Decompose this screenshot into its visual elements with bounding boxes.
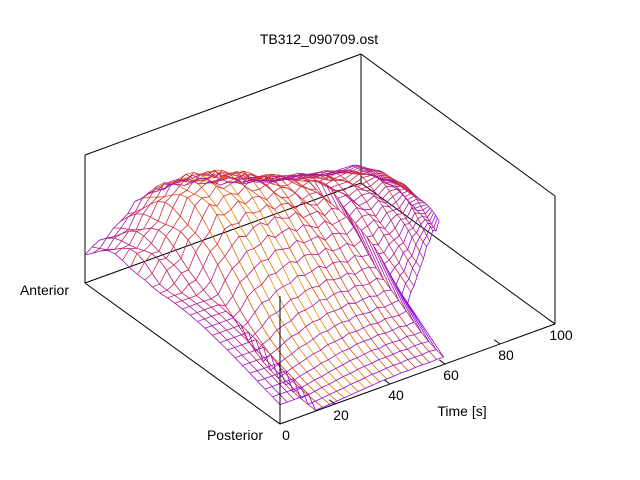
surface-mesh-line (159, 174, 412, 294)
surface-mesh-line (257, 212, 435, 393)
surface-mesh-line (234, 205, 429, 371)
surface-mesh-line (144, 171, 408, 281)
x-tick-label: 0 (282, 427, 290, 443)
surface-mesh-line (189, 185, 419, 316)
surface-mesh-line (184, 169, 380, 383)
surface-mesh-line (114, 167, 401, 255)
surface-mesh-line (99, 237, 295, 400)
y-axis-label-anterior: Anterior (20, 282, 69, 298)
surface-mesh-line (241, 173, 437, 360)
plot-box-front (84, 282, 556, 425)
x-tick-mark (438, 359, 446, 365)
time-axis-ticks: 0 20 40 60 80 100 (273, 319, 573, 443)
y-axis-label-posterior: Posterior (207, 427, 263, 443)
surface-mesh-line (248, 174, 444, 358)
x-axis-label: Time [s] (437, 403, 486, 419)
surface-mesh-line (148, 177, 345, 399)
surface-mesh-line (167, 176, 414, 299)
surface-mesh-line (107, 165, 400, 251)
surface-mesh-line (205, 170, 402, 374)
surface-mesh (84, 164, 445, 411)
surface-mesh-line (279, 220, 445, 411)
surface-mesh-line (191, 171, 388, 380)
surface-mesh-line (197, 188, 421, 322)
x-tick-label: 80 (498, 347, 514, 363)
surface-mesh-line (283, 173, 415, 287)
x-tick-mark (273, 419, 281, 425)
surface-mesh-line (255, 175, 409, 304)
surface-mesh-line (137, 169, 407, 275)
surface-mesh-line (249, 210, 433, 386)
surface-mesh-line (99, 165, 398, 252)
chart-title: TB312_090709.ost (260, 31, 378, 47)
x-tick-mark (548, 319, 556, 325)
surface-mesh-line (234, 176, 430, 363)
surface-mesh-line (92, 164, 396, 254)
x-tick-label: 100 (549, 327, 573, 343)
x-tick-label: 60 (443, 367, 459, 383)
surface-mesh-line (212, 193, 424, 342)
surface-mesh-line (204, 190, 422, 330)
x-tick-mark (383, 379, 391, 385)
surface-mesh-line (177, 173, 373, 386)
surface-mesh-line (227, 201, 428, 363)
surface-mesh-line (242, 207, 431, 379)
surface-mesh-line (219, 197, 426, 353)
surface-mesh-line (174, 178, 415, 304)
surface-mesh-line (182, 181, 417, 310)
x-tick-mark (493, 339, 501, 345)
surface-mesh-line (84, 164, 394, 256)
x-tick-mark (328, 399, 336, 405)
surface-mesh-line (272, 217, 438, 405)
surface-mesh-line (264, 215, 436, 399)
x-tick-label: 20 (333, 407, 349, 423)
x-tick-label: 40 (388, 387, 404, 403)
surface-mesh-line (152, 173, 410, 288)
